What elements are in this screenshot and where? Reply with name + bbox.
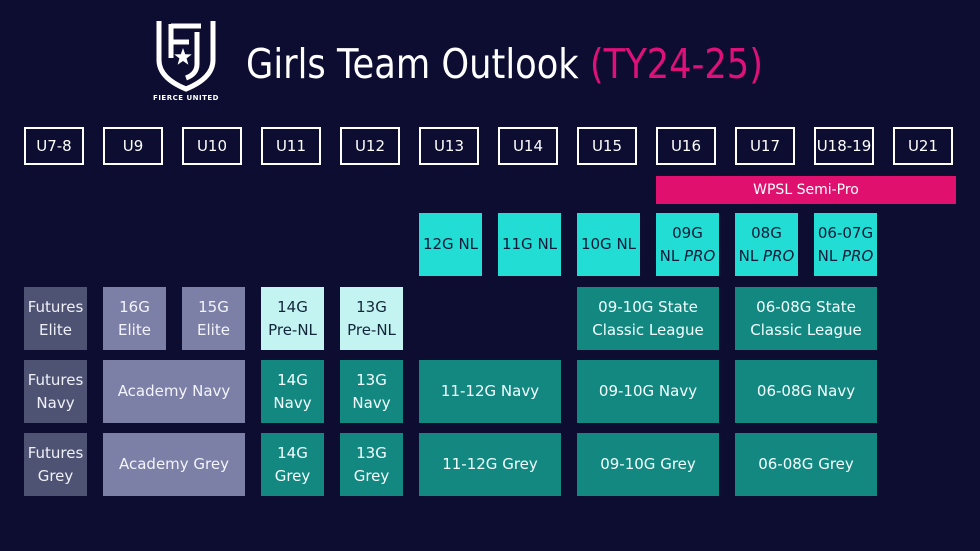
team-06-07g-nl-pro: 06-07G NL PRO [814, 213, 877, 276]
age-header-u11: U11 [261, 127, 321, 165]
age-header-u16: U16 [656, 127, 716, 165]
team-label-prefix: NL [659, 246, 685, 265]
team-label-line1: 13G [356, 443, 387, 462]
team-06-08g-grey: 06-08G Grey [735, 433, 877, 496]
team-label-line2: Classic League [750, 320, 862, 339]
team-label-line1: 14G [277, 370, 308, 389]
title-season: (TY24-25) [589, 40, 763, 88]
pro-label: PRO [842, 246, 874, 265]
team-label-line1: 13G [356, 370, 387, 389]
team-13g-navy: 13G Navy [340, 360, 403, 423]
team-label-line1: Futures [27, 297, 84, 316]
age-header-u10: U10 [182, 127, 242, 165]
age-header-u7-8: U7-8 [24, 127, 84, 165]
team-futures-grey: Futures Grey [24, 433, 87, 496]
team-label-line2: Pre-NL [268, 320, 317, 339]
team-label-line1: 08G [751, 223, 782, 242]
team-14g-navy: 14G Navy [261, 360, 324, 423]
team-label-line1: 09G [672, 223, 703, 242]
team-label-line2: Grey [274, 466, 311, 485]
age-header-u9: U9 [103, 127, 163, 165]
team-label-prefix: NL [817, 246, 843, 265]
team-11-12g-grey: 11-12G Grey [419, 433, 561, 496]
team-label-line1: 09-10G Navy [598, 382, 698, 400]
team-09g-nl-pro: 09G NL PRO [656, 213, 719, 276]
team-label-line1: 10G NL [580, 235, 637, 253]
page-title: Girls Team Outlook (TY24-25) [246, 34, 763, 94]
team-label-line1: 14G [277, 443, 308, 462]
team-11g-nl: 11G NL [498, 213, 561, 276]
team-06-08g-state-classic: 06-08G State Classic League [735, 287, 877, 350]
team-11-12g-navy: 11-12G Navy [419, 360, 561, 423]
team-label-line1: 11-12G Grey [442, 455, 538, 473]
team-13g-pre-nl: 13G Pre-NL [340, 287, 403, 350]
age-header-u13: U13 [419, 127, 479, 165]
team-15g-elite: 15G Elite [182, 287, 245, 350]
team-label-line2: NL PRO [739, 245, 795, 268]
age-header-u21: U21 [893, 127, 953, 165]
team-academy-grey: Academy Grey [103, 433, 245, 496]
team-label-line1: 12G NL [422, 235, 479, 253]
team-10g-nl: 10G NL [577, 213, 640, 276]
pro-label: PRO [684, 246, 716, 265]
team-label-line1: 09-10G State [598, 297, 698, 316]
team-label-line2: Classic League [592, 320, 704, 339]
team-08g-nl-pro: 08G NL PRO [735, 213, 798, 276]
team-futures-elite: Futures Elite [24, 287, 87, 350]
team-label-prefix: NL [738, 246, 764, 265]
team-label-line2: Navy [36, 393, 75, 412]
team-label-line1: 06-08G State [756, 297, 856, 316]
team-14g-pre-nl: 14G Pre-NL [261, 287, 324, 350]
team-label-line2: Pre-NL [347, 320, 396, 339]
team-09-10g-state-classic: 09-10G State Classic League [577, 287, 719, 350]
age-header-u12: U12 [340, 127, 400, 165]
team-12g-nl: 12G NL [419, 213, 482, 276]
team-label-line1: 06-08G Navy [756, 382, 856, 400]
team-label-line2: Elite [197, 320, 230, 339]
team-label-line2: NL PRO [818, 245, 874, 268]
club-logo: FIERCE UNITED [146, 18, 226, 104]
team-label-line1: 14G [277, 297, 308, 316]
team-label-line1: 16G [119, 297, 150, 316]
team-futures-navy: Futures Navy [24, 360, 87, 423]
team-label-line2: Navy [352, 393, 391, 412]
age-header-u17: U17 [735, 127, 795, 165]
age-header-u15: U15 [577, 127, 637, 165]
team-label-line1: 09-10G Grey [600, 455, 696, 473]
age-header-u14: U14 [498, 127, 558, 165]
team-label-line2: NL PRO [660, 245, 716, 268]
team-academy-navy: Academy Navy [103, 360, 245, 423]
team-label-line1: 13G [356, 297, 387, 316]
logo-wordmark: FIERCE UNITED [153, 94, 219, 102]
team-label-line1: Academy Navy [117, 382, 231, 400]
fierce-united-shield-star-icon [156, 21, 216, 92]
team-label-line1: Academy Grey [118, 455, 229, 473]
team-label-line1: 11G NL [501, 235, 558, 253]
team-label-line1: 11-12G Navy [440, 382, 540, 400]
team-label-line1: 15G [198, 297, 229, 316]
title-main: Girls Team Outlook [246, 40, 579, 88]
team-label-line2: Elite [118, 320, 151, 339]
team-label-line1: 06-07G [817, 223, 874, 242]
pro-label: PRO [763, 246, 795, 265]
team-09-10g-grey: 09-10G Grey [577, 433, 719, 496]
team-06-08g-navy: 06-08G Navy [735, 360, 877, 423]
team-label-line2: Grey [353, 466, 390, 485]
team-label-line2: Grey [37, 466, 74, 485]
team-09-10g-navy: 09-10G Navy [577, 360, 719, 423]
age-header-u18-19: U18-19 [814, 127, 874, 165]
team-16g-elite: 16G Elite [103, 287, 166, 350]
wpsl-semi-pro-bar: WPSL Semi-Pro [656, 176, 956, 204]
team-label-line2: Navy [273, 393, 312, 412]
team-label-line1: Futures [27, 443, 84, 462]
team-label-line2: Elite [39, 320, 72, 339]
team-label-line1: 06-08G Grey [758, 455, 854, 473]
team-13g-grey: 13G Grey [340, 433, 403, 496]
team-label-line1: Futures [27, 370, 84, 389]
team-14g-grey: 14G Grey [261, 433, 324, 496]
